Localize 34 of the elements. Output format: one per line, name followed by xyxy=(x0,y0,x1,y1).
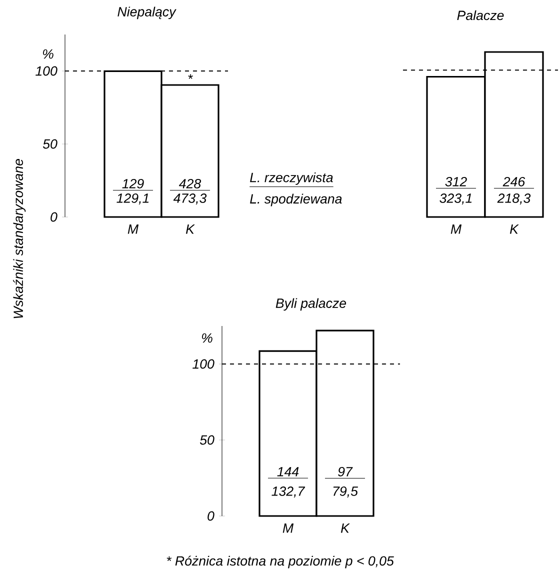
annotation: 97 xyxy=(338,466,353,476)
annotation: 132,7 xyxy=(272,486,306,498)
y-axis-title: Wskaźniki standaryzowane xyxy=(13,159,26,318)
text: L. rzeczywista xyxy=(250,172,333,185)
y-tick-label: 100 xyxy=(36,66,58,76)
y-tick-label: 0 xyxy=(208,511,214,521)
text: L. spodziewana xyxy=(250,194,342,206)
annotation: * xyxy=(188,74,193,79)
text: * Różnica istotna na poziomie p < 0,05 xyxy=(166,556,394,568)
chart-title: Palacze xyxy=(457,10,504,20)
annotation: 473,3 xyxy=(173,193,207,205)
annotation: 144 xyxy=(277,467,299,476)
annotation: 312 xyxy=(445,176,467,186)
annotation: 129,1 xyxy=(116,193,149,205)
y-tick-label: 50 xyxy=(200,435,214,445)
y-tick-label: 100 xyxy=(192,359,214,369)
chart-title: Niepalący xyxy=(118,6,176,20)
annotation: 428 xyxy=(178,178,202,188)
annotation: 79,5 xyxy=(333,486,358,498)
x-tick-label: K xyxy=(186,224,195,234)
y-tick-label: 50 xyxy=(42,139,58,149)
x-tick-label: M xyxy=(128,224,139,234)
annotation: 129 xyxy=(122,178,144,188)
annotation: 218,3 xyxy=(497,193,531,205)
x-tick-label: M xyxy=(450,224,462,234)
chart-title: Byli palacze xyxy=(276,298,346,311)
text: % xyxy=(43,49,54,59)
x-tick-label: K xyxy=(340,524,350,533)
annotation: 323,1 xyxy=(440,193,472,205)
text: % xyxy=(202,333,212,343)
annotation: 246 xyxy=(502,176,526,186)
x-tick-label: K xyxy=(510,224,519,234)
x-tick-label: M xyxy=(282,524,294,533)
y-tick-label: 0 xyxy=(50,212,58,222)
